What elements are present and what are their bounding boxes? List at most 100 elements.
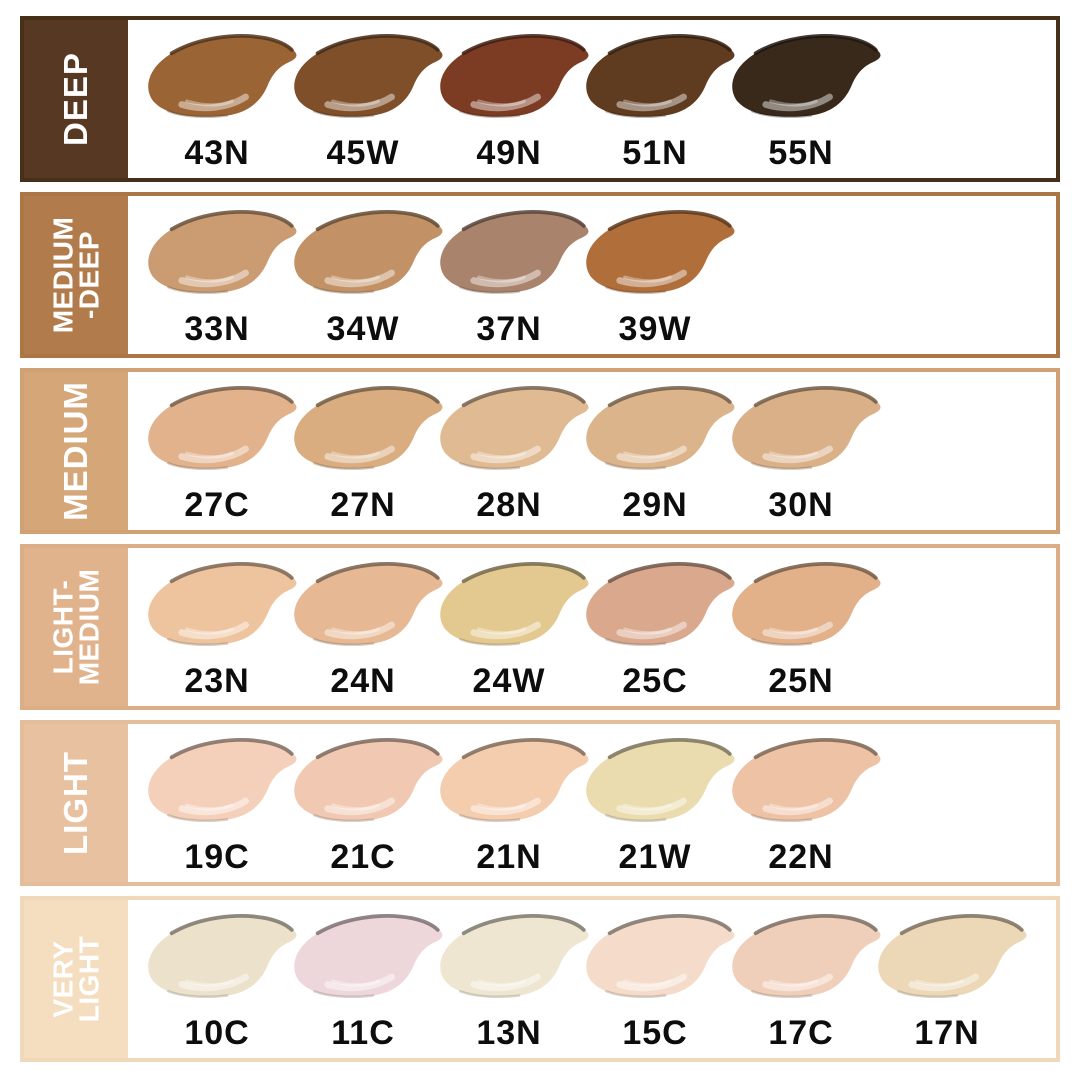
smear-icon [732, 738, 881, 823]
shade-row-light-medium: LIGHT- MEDIUM 23N 24N 24W 25C 25N [20, 544, 1060, 710]
shade-swatch-10c[interactable]: 10C [144, 910, 297, 1053]
smear-icon [148, 562, 297, 647]
shade-swatch-13n[interactable]: 13N [436, 910, 589, 1053]
smear-icon [148, 34, 297, 119]
smear-icon [294, 34, 443, 119]
smear-icon [148, 210, 297, 295]
shade-swatch-11c[interactable]: 11C [290, 910, 443, 1053]
shade-code-label: 21N [476, 838, 542, 876]
smear-icon [732, 562, 881, 647]
shade-code-label: 34W [326, 310, 400, 348]
smear-icon [440, 562, 589, 647]
shade-code-label: 10C [184, 1014, 250, 1052]
shade-swatch-21w[interactable]: 21W [582, 734, 735, 877]
shade-swatch-39w[interactable]: 39W [582, 206, 735, 349]
shade-swatch-27n[interactable]: 27N [290, 382, 443, 525]
category-label: LIGHT [56, 751, 94, 855]
shade-code-label: 24W [472, 662, 546, 700]
shade-swatch-25c[interactable]: 25C [582, 558, 735, 701]
smear-icon [148, 738, 297, 823]
smear-icon [294, 914, 443, 999]
shade-swatch-33n[interactable]: 33N [144, 206, 297, 349]
shade-code-label: 21C [330, 838, 396, 876]
shade-swatch-29n[interactable]: 29N [582, 382, 735, 525]
shade-code-label: 25N [768, 662, 834, 700]
smear-icon [294, 386, 443, 471]
smear-icon [440, 210, 589, 295]
shade-code-label: 15C [622, 1014, 688, 1052]
shade-row-very-light: VERY LIGHT 10C 11C 13N 15C 17C 17N [20, 896, 1060, 1062]
shade-swatch-28n[interactable]: 28N [436, 382, 589, 525]
smear-icon [586, 34, 735, 119]
shade-code-label: 49N [476, 134, 542, 172]
shade-row-medium-deep: MEDIUM -DEEP 33N 34W 37N 39W [20, 192, 1060, 358]
shade-code-label: 33N [184, 310, 250, 348]
smear-icon [294, 562, 443, 647]
category-sidebar: LIGHT [24, 724, 128, 882]
shade-swatch-24n[interactable]: 24N [290, 558, 443, 701]
smear-icon [732, 34, 881, 119]
shade-swatch-19c[interactable]: 19C [144, 734, 297, 877]
shade-code-label: 55N [768, 134, 834, 172]
shade-row-deep: DEEP 43N 45W 49N 51N 55N [20, 16, 1060, 182]
shade-swatch-37n[interactable]: 37N [436, 206, 589, 349]
shade-row-medium: MEDIUM 27C 27N 28N 29N 30N [20, 368, 1060, 534]
category-sidebar: LIGHT- MEDIUM [24, 548, 128, 706]
shade-code-label: 13N [476, 1014, 542, 1052]
shade-swatch-23n[interactable]: 23N [144, 558, 297, 701]
shade-code-label: 19C [184, 838, 250, 876]
smear-icon [586, 914, 735, 999]
smear-icon [586, 210, 735, 295]
smear-icon [586, 386, 735, 471]
shade-code-label: 22N [768, 838, 834, 876]
shade-code-label: 29N [622, 486, 688, 524]
swatch-area: 10C 11C 13N 15C 17C 17N [128, 900, 1056, 1058]
shade-swatch-30n[interactable]: 30N [728, 382, 881, 525]
shade-swatch-15c[interactable]: 15C [582, 910, 735, 1053]
shade-code-label: 25C [622, 662, 688, 700]
shade-swatch-17n[interactable]: 17N [874, 910, 1027, 1053]
shade-swatch-24w[interactable]: 24W [436, 558, 589, 701]
shade-swatch-45w[interactable]: 45W [290, 30, 443, 173]
shade-swatch-25n[interactable]: 25N [728, 558, 881, 701]
shade-swatch-51n[interactable]: 51N [582, 30, 735, 173]
smear-icon [294, 210, 443, 295]
category-label: DEEP [56, 52, 94, 146]
shade-swatch-34w[interactable]: 34W [290, 206, 443, 349]
smear-icon [440, 738, 589, 823]
shade-code-label: 28N [476, 486, 542, 524]
shade-code-label: 39W [618, 310, 692, 348]
smear-icon [148, 914, 297, 999]
smear-icon [732, 914, 881, 999]
category-label: LIGHT- MEDIUM [47, 568, 104, 686]
shade-swatch-17c[interactable]: 17C [728, 910, 881, 1053]
shade-code-label: 17N [914, 1014, 980, 1052]
category-label: MEDIUM [56, 381, 94, 521]
category-sidebar: VERY LIGHT [24, 900, 128, 1058]
shade-code-label: 43N [184, 134, 250, 172]
shade-swatch-27c[interactable]: 27C [144, 382, 297, 525]
shade-swatch-21n[interactable]: 21N [436, 734, 589, 877]
swatch-area: 43N 45W 49N 51N 55N [128, 20, 1056, 178]
shade-swatch-21c[interactable]: 21C [290, 734, 443, 877]
shade-code-label: 21W [618, 838, 692, 876]
swatch-area: 33N 34W 37N 39W [128, 196, 1056, 354]
category-label: MEDIUM -DEEP [47, 216, 104, 334]
shade-swatch-43n[interactable]: 43N [144, 30, 297, 173]
shade-swatch-49n[interactable]: 49N [436, 30, 589, 173]
swatch-area: 19C 21C 21N 21W 22N [128, 724, 1056, 882]
shade-code-label: 51N [622, 134, 688, 172]
shade-code-label: 11C [331, 1014, 395, 1052]
swatch-area: 23N 24N 24W 25C 25N [128, 548, 1056, 706]
shade-code-label: 45W [326, 134, 400, 172]
smear-icon [878, 914, 1027, 999]
shade-swatch-55n[interactable]: 55N [728, 30, 881, 173]
smear-icon [440, 386, 589, 471]
smear-icon [440, 914, 589, 999]
category-sidebar: MEDIUM -DEEP [24, 196, 128, 354]
shade-code-label: 27C [184, 486, 250, 524]
shade-code-label: 24N [330, 662, 396, 700]
shade-swatch-22n[interactable]: 22N [728, 734, 881, 877]
shade-code-label: 37N [476, 310, 542, 348]
shade-code-label: 23N [184, 662, 250, 700]
